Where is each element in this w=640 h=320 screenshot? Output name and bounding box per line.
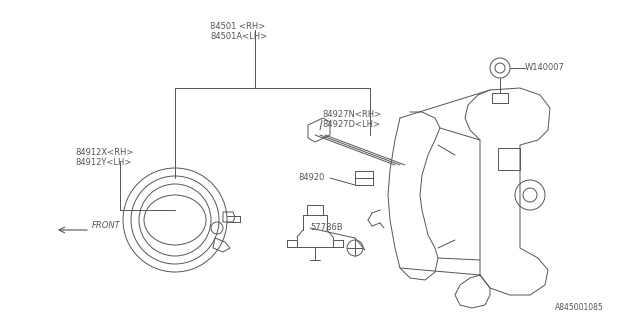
Text: 84927N<RH>
84927D<LH>: 84927N<RH> 84927D<LH> <box>322 110 381 129</box>
Bar <box>498 148 520 170</box>
Text: W140007: W140007 <box>525 63 565 73</box>
Text: FRONT: FRONT <box>92 220 121 229</box>
Text: 57786B: 57786B <box>310 223 342 233</box>
Text: 84920: 84920 <box>298 173 324 182</box>
Polygon shape <box>465 88 550 295</box>
Polygon shape <box>308 118 330 142</box>
Bar <box>355 171 373 185</box>
Text: 84912X<RH>
84912Y<LH>: 84912X<RH> 84912Y<LH> <box>75 148 133 167</box>
Text: A845001085: A845001085 <box>555 303 604 313</box>
Text: 84501 <RH>
84501A<LH>: 84501 <RH> 84501A<LH> <box>210 22 267 41</box>
